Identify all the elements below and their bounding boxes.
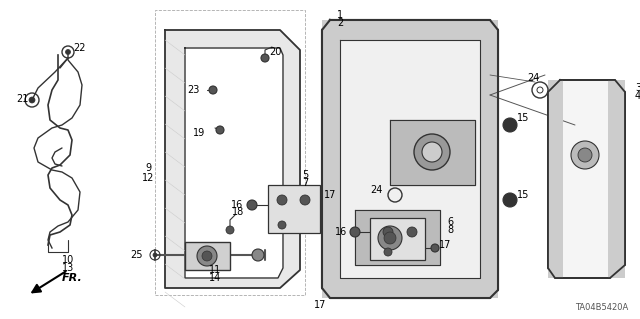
Circle shape [431, 244, 439, 252]
Text: 24: 24 [527, 73, 539, 83]
Bar [155, 10, 305, 295]
Bar [185, 242, 230, 270]
Circle shape [503, 193, 517, 207]
Text: 1: 1 [337, 10, 343, 20]
Text: 17: 17 [314, 300, 326, 310]
Text: 10: 10 [62, 255, 74, 265]
Polygon shape [548, 80, 625, 278]
Polygon shape [165, 30, 300, 288]
Circle shape [350, 227, 360, 237]
Text: 8: 8 [447, 225, 453, 235]
Circle shape [65, 49, 70, 55]
Circle shape [209, 86, 217, 94]
Bar [322, 20, 340, 298]
Circle shape [571, 141, 599, 169]
Text: 18: 18 [232, 207, 244, 217]
Text: 15: 15 [517, 190, 529, 200]
Text: 20: 20 [269, 47, 281, 57]
Text: 9: 9 [145, 163, 151, 173]
Polygon shape [390, 120, 475, 185]
Circle shape [197, 246, 217, 266]
Text: 14: 14 [209, 273, 221, 283]
Bar [548, 80, 563, 278]
Text: 2: 2 [337, 18, 343, 28]
Circle shape [384, 232, 396, 244]
Circle shape [300, 195, 310, 205]
Text: 16: 16 [335, 227, 347, 237]
Circle shape [153, 253, 157, 257]
Text: 6: 6 [447, 217, 453, 227]
Circle shape [29, 97, 35, 103]
Polygon shape [355, 210, 440, 265]
Circle shape [422, 142, 442, 162]
Text: 3: 3 [635, 83, 640, 93]
Circle shape [384, 248, 392, 256]
Text: 15: 15 [517, 113, 529, 123]
Circle shape [202, 251, 212, 261]
Text: 17: 17 [439, 240, 451, 250]
Circle shape [407, 227, 417, 237]
Polygon shape [185, 48, 283, 278]
Circle shape [216, 126, 224, 134]
Circle shape [578, 148, 592, 162]
Circle shape [277, 195, 287, 205]
Circle shape [383, 227, 393, 237]
Text: 5: 5 [302, 170, 308, 180]
Polygon shape [322, 20, 498, 298]
Bar [370, 218, 425, 260]
Circle shape [247, 200, 257, 210]
Bar [608, 80, 625, 278]
Text: 12: 12 [142, 173, 154, 183]
Circle shape [278, 221, 286, 229]
Circle shape [226, 226, 234, 234]
Bar [268, 185, 320, 233]
Text: TA04B5420A: TA04B5420A [575, 303, 628, 313]
Text: 7: 7 [302, 178, 308, 188]
Text: 4: 4 [635, 91, 640, 101]
Bar [480, 20, 498, 298]
Text: 21: 21 [16, 94, 28, 104]
Text: 16: 16 [231, 200, 243, 210]
Text: 13: 13 [62, 263, 74, 273]
Circle shape [378, 226, 402, 250]
Text: 11: 11 [209, 265, 221, 275]
Text: 17: 17 [324, 190, 336, 200]
Circle shape [414, 134, 450, 170]
Circle shape [252, 249, 264, 261]
Text: FR.: FR. [62, 273, 83, 283]
Circle shape [261, 54, 269, 62]
Text: 25: 25 [131, 250, 143, 260]
Text: 24: 24 [371, 185, 383, 195]
Text: 23: 23 [188, 85, 200, 95]
Bar [322, 278, 498, 298]
Text: 22: 22 [73, 43, 85, 53]
Text: 19: 19 [193, 128, 205, 138]
Circle shape [503, 118, 517, 132]
Bar [322, 20, 498, 40]
Polygon shape [390, 120, 475, 185]
